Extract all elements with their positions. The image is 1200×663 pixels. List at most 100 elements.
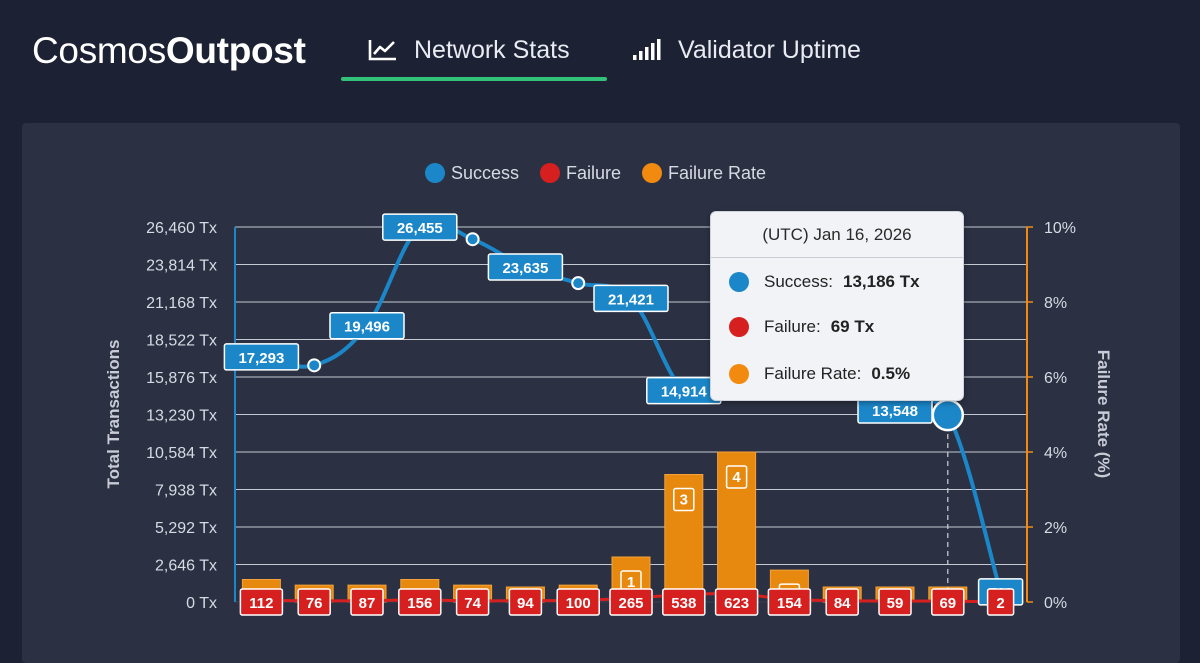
- legend-failure-rate-label: Failure Rate: [668, 163, 766, 183]
- brand-regular: Cosmos: [32, 30, 166, 71]
- legend-failure-rate-swatch: [642, 163, 662, 183]
- failure-rate-data-label: 4: [732, 469, 741, 486]
- failure-label-box: [825, 588, 859, 616]
- failure-label-box: [931, 588, 965, 616]
- tooltip-success-value: 13,186 Tx: [842, 272, 920, 291]
- success-dot-icon: [729, 272, 749, 292]
- failure-data-label: 100: [566, 595, 591, 612]
- legend-failure[interactable]: Failure: [540, 163, 621, 183]
- failure-data-label: 265: [618, 595, 643, 612]
- signal-bars-icon: [633, 39, 661, 60]
- success-label-box: [329, 311, 405, 340]
- success-point: [307, 358, 322, 373]
- failure-label-box: [239, 588, 284, 616]
- y-left-tick-label: 26,460 Tx: [146, 220, 217, 237]
- y-right-tick-label: 6%: [1044, 370, 1067, 387]
- chart-tooltip: (UTC) Jan 16, 2026 Success: 13,186 Tx Fa…: [710, 211, 964, 401]
- failure-data-label: 94: [517, 595, 534, 612]
- tab-network-stats-label: Network Stats: [414, 36, 570, 64]
- tooltip-rate-label: Failure Rate:: [764, 364, 862, 383]
- success-point: [465, 232, 480, 247]
- failure-data-label: 87: [359, 595, 376, 612]
- y-left-tick-label: 18,522 Tx: [146, 333, 217, 350]
- y-left-axis-title: Total Transactions: [104, 340, 123, 489]
- legend-failure-rate[interactable]: Failure Rate: [642, 163, 766, 183]
- rate-dot-icon: [729, 364, 749, 384]
- failure-label-box: [297, 588, 331, 616]
- tooltip-failure-value: 69 Tx: [830, 317, 875, 336]
- legend-failure-label: Failure: [566, 163, 621, 183]
- y-left-tick-label: 2,646 Tx: [155, 558, 217, 575]
- failure-label-box: [714, 588, 759, 616]
- failure-data-label: 154: [777, 595, 803, 612]
- legend-success-swatch: [425, 163, 445, 183]
- y-right-tick-label: 10%: [1044, 220, 1076, 237]
- tooltip-date: (UTC) Jan 16, 2026: [711, 212, 963, 258]
- y-left-tick-label: 23,814 Tx: [146, 258, 217, 275]
- failure-data-label: 2: [996, 595, 1004, 612]
- tab-network-stats[interactable]: Network Stats: [368, 36, 570, 80]
- success-data-label: 19,496: [344, 319, 390, 336]
- brand-bold: Outpost: [165, 30, 306, 71]
- failure-label-box: [878, 588, 912, 616]
- tooltip-row-failure: Failure: 69 Tx: [729, 317, 874, 337]
- y-right-tick-label: 2%: [1044, 520, 1067, 537]
- y-right-tick-label: 8%: [1044, 295, 1067, 312]
- line-chart-icon: [368, 40, 396, 61]
- tooltip-failure-label: Failure:: [764, 317, 821, 336]
- y-left-tick-label: 10,584 Tx: [146, 445, 217, 462]
- legend-success[interactable]: Success: [425, 163, 519, 183]
- failure-data-label: 623: [724, 595, 749, 612]
- header: CosmosOutpost Network Stats Validator Up…: [0, 0, 1200, 100]
- brand-logo[interactable]: CosmosOutpost: [32, 30, 306, 72]
- y-left-tick-label: 0 Tx: [186, 595, 217, 612]
- success-data-label: 13,548: [872, 403, 918, 420]
- success-data-label: 14,914: [661, 384, 708, 401]
- active-tab-indicator: [341, 77, 607, 81]
- success-label-box: [223, 343, 300, 371]
- failure-rate-label-box: [673, 487, 695, 512]
- success-label-box: [593, 284, 669, 313]
- failure-label-box: [986, 588, 1015, 616]
- success-data-label: 17,293: [238, 350, 284, 367]
- failure-dot-icon: [729, 317, 749, 337]
- y-left-tick-label: 21,168 Tx: [146, 295, 217, 312]
- failure-rate-data-label: 3: [680, 492, 688, 509]
- success-data-label: 26,455: [397, 220, 443, 237]
- failure-label-box: [609, 588, 653, 616]
- failure-data-label: 156: [407, 595, 432, 612]
- failure-label-box: [350, 588, 384, 616]
- network-stats-chart: 0 Tx 2,646 Tx 5,292 Tx 7,938 Tx 10,584 Tx 13,…: [104, 163, 1113, 616]
- failure-data-label: 69: [939, 595, 956, 612]
- failure-label-box: [662, 588, 706, 616]
- failure-data-label: 84: [834, 595, 851, 612]
- failure-rate-data-label: 1: [627, 574, 635, 591]
- failure-label-box: [398, 588, 442, 616]
- success-data-label: 23,635: [502, 260, 548, 277]
- y-left-tick-label: 13,230 Tx: [146, 408, 217, 425]
- legend-failure-swatch: [540, 163, 560, 183]
- failure-label-box: [767, 588, 812, 616]
- failure-data-label: 112: [249, 595, 273, 612]
- failure-label-box: [455, 588, 490, 616]
- y-left-tick-label: 7,938 Tx: [155, 483, 217, 500]
- failure-data-label: 74: [464, 595, 481, 612]
- tooltip-success-label: Success:: [764, 272, 833, 291]
- chart-panel: [22, 123, 1180, 663]
- failure-data-label: 59: [887, 595, 904, 612]
- failure-data-label: 76: [306, 595, 323, 612]
- success-point: [571, 276, 586, 291]
- tooltip-row-success: Success: 13,186 Tx: [729, 272, 920, 292]
- success-label-box: [382, 213, 458, 241]
- tab-validator-uptime[interactable]: Validator Uptime: [632, 36, 861, 80]
- success-point-highlight: [931, 398, 965, 432]
- success-data-label: 21,421: [608, 291, 654, 308]
- failure-rate-label-box: [725, 465, 748, 489]
- y-left-tick-label: 15,876 Tx: [146, 370, 217, 387]
- failure-label-box: [508, 588, 543, 616]
- tooltip-row-rate: Failure Rate: 0.5%: [729, 364, 910, 384]
- failure-label-box: [556, 588, 600, 616]
- success-label-box: [487, 253, 564, 281]
- y-right-tick-label: 4%: [1044, 445, 1067, 462]
- y-right-axis-title: Failure Rate (%): [1094, 350, 1113, 478]
